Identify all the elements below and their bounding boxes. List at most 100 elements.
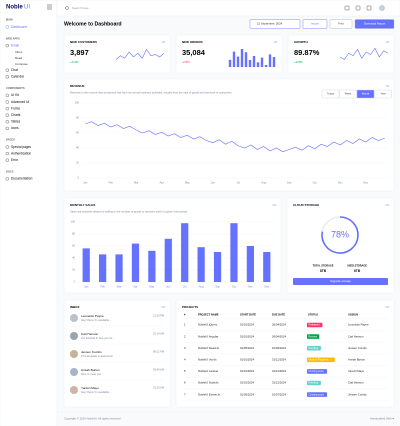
mini-bar	[256, 62, 260, 67]
message-preview[interactable]: This template is awesome!	[81, 354, 113, 358]
more-icon[interactable]	[386, 204, 388, 206]
column-header: PROJECT NAME	[198, 313, 219, 317]
more-icon[interactable]	[273, 41, 275, 43]
nav-item[interactable]: UI Kit	[11, 93, 19, 97]
top-icon[interactable]	[355, 5, 361, 11]
range-label[interactable]: Week	[345, 92, 352, 96]
more-icon[interactable]	[162, 306, 164, 308]
message-preview[interactable]: Hey! there I'm available...	[81, 318, 111, 322]
x-tick-label: Aug	[261, 181, 266, 185]
avatar	[70, 314, 78, 322]
nav-item[interactable]: Icons	[11, 126, 19, 130]
nav-icon	[5, 126, 9, 130]
nav-item[interactable]: Dashboard	[11, 25, 27, 29]
more-icon[interactable]	[272, 204, 274, 206]
avatar	[70, 332, 78, 340]
x-tick-label: May	[185, 181, 191, 185]
more-icon[interactable]	[388, 85, 390, 87]
nav-heading: PAGES	[6, 138, 15, 142]
button-label[interactable]: Download Report	[364, 22, 386, 26]
more-icon[interactable]	[388, 41, 390, 43]
y-tick-label: 20	[76, 161, 79, 165]
button-label[interactable]: Upgrade storage	[330, 279, 351, 283]
nav-subitem[interactable]: Read	[15, 56, 23, 60]
more-icon[interactable]	[386, 306, 388, 308]
nav-item[interactable]: Email	[11, 43, 19, 47]
range-label[interactable]: Month	[362, 92, 370, 96]
top-icon[interactable]	[366, 5, 372, 11]
more-icon[interactable]	[276, 41, 278, 43]
more-icon[interactable]	[388, 306, 390, 308]
mini-bar	[264, 65, 268, 67]
range-button[interactable]	[356, 89, 375, 99]
button[interactable]	[302, 19, 328, 29]
more-icon[interactable]	[164, 41, 166, 43]
more-icon[interactable]	[385, 306, 387, 308]
nav-item[interactable]: Documentation	[11, 177, 33, 181]
nav-item[interactable]: Forms	[11, 106, 20, 110]
cell: 26/04/2024	[272, 323, 286, 327]
sender-name[interactable]: Leonardo Payne	[81, 314, 104, 318]
more-icon[interactable]	[388, 204, 390, 206]
nav-item[interactable]: Advanced UI	[11, 100, 29, 104]
button-label[interactable]: Import	[311, 22, 319, 26]
button[interactable]	[329, 19, 353, 29]
sender-name[interactable]: Yaretzi Mayo	[81, 386, 99, 390]
range-button[interactable]	[339, 89, 357, 99]
nav-item[interactable]: Special pages	[11, 145, 31, 149]
more-icon[interactable]	[385, 204, 387, 206]
nav-item[interactable]: Chat	[11, 68, 18, 72]
cell: 3	[184, 346, 186, 350]
nav-subitem[interactable]: Inbox	[15, 50, 23, 54]
more-icon[interactable]	[386, 41, 388, 43]
message-preview[interactable]: I've finished it! See you so...	[81, 336, 115, 340]
nav-subitem[interactable]: Compose	[15, 62, 28, 66]
y-tick-label: 100	[75, 101, 80, 105]
nav-item[interactable]: Error	[11, 158, 19, 162]
sender-name[interactable]: Jensen Combs	[81, 350, 102, 354]
range-label[interactable]: Year	[380, 92, 386, 96]
range-button[interactable]	[321, 89, 340, 99]
range-label[interactable]: Today	[327, 92, 335, 96]
button[interactable]	[293, 278, 388, 285]
range-button[interactable]	[374, 89, 392, 99]
more-icon[interactable]	[273, 204, 275, 206]
sender-name[interactable]: Amiah Burton	[81, 368, 100, 372]
more-icon[interactable]	[385, 41, 387, 43]
card-title: PROJECTS	[182, 305, 198, 309]
nav-item[interactable]: Tables	[11, 120, 21, 124]
more-icon[interactable]	[385, 85, 387, 87]
more-icon[interactable]	[275, 204, 277, 206]
revenue-line	[85, 121, 385, 153]
card-title: NEW ORDERS	[182, 40, 203, 44]
top-icon[interactable]	[344, 5, 350, 11]
message-preview[interactable]: Hey! there I'm available...	[81, 390, 111, 394]
avatar[interactable]	[379, 5, 385, 11]
nav-item[interactable]: Charts	[11, 113, 21, 117]
status-badge	[307, 334, 320, 339]
search-input[interactable]: Search here...	[72, 6, 91, 10]
sender-name[interactable]: Carl Henson	[81, 332, 98, 336]
card-value: 89.87%	[294, 48, 320, 57]
status-label: Pending	[309, 381, 319, 385]
card-description: Revenue is the income that a business ha…	[70, 91, 232, 95]
y-tick-label: 20	[72, 268, 75, 272]
date-text[interactable]: 12 September, 2024	[257, 22, 283, 26]
more-icon[interactable]	[161, 41, 163, 43]
nav-item[interactable]: Calendar	[11, 75, 25, 79]
bar	[246, 246, 254, 282]
more-icon[interactable]	[164, 306, 166, 308]
collapse-icon[interactable]	[47, 4, 52, 10]
search-icon	[65, 6, 69, 10]
more-icon[interactable]	[161, 306, 163, 308]
nav-item[interactable]: Authentication	[11, 151, 31, 155]
message-preview[interactable]: Nice to meet you	[81, 372, 102, 376]
mini-bar	[232, 51, 236, 67]
more-icon[interactable]	[274, 41, 276, 43]
more-icon[interactable]	[386, 85, 388, 87]
button[interactable]	[354, 19, 395, 29]
nav-icon	[5, 113, 9, 117]
button-label[interactable]: Print	[338, 22, 344, 26]
more-icon[interactable]	[162, 41, 164, 43]
